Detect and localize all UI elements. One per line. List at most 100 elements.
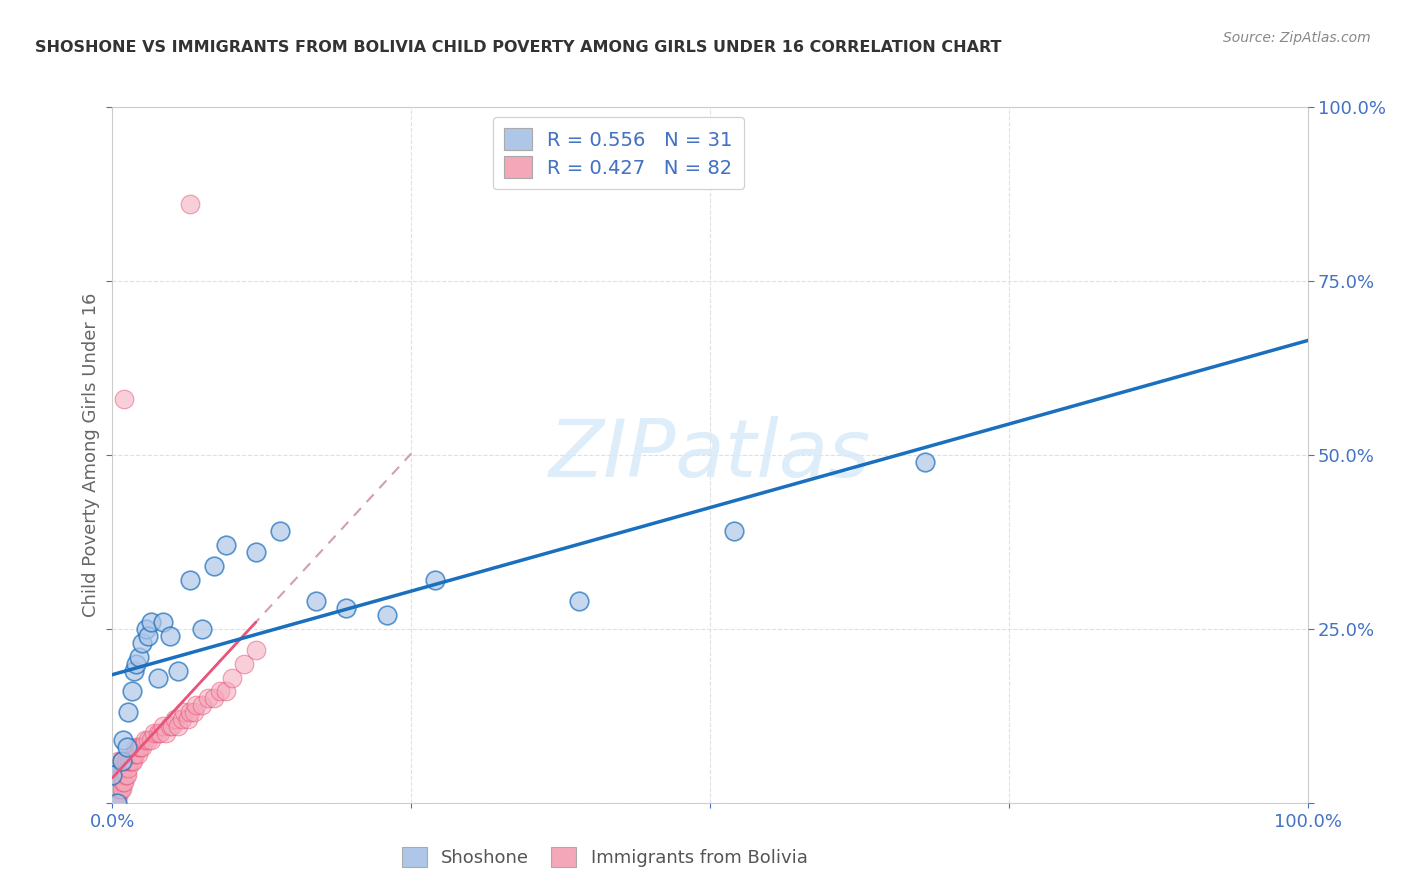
Point (215, 538, 238, 552)
Point (183, 706, 205, 720)
Point (191, 622, 214, 636)
Point (121, 684, 143, 698)
Point (110, 781, 132, 796)
Point (105, 761, 128, 775)
Point (115, 754, 138, 768)
Point (202, 559, 225, 574)
Point (305, 594, 328, 608)
Point (110, 768, 132, 782)
Point (108, 781, 131, 796)
Point (103, 796, 125, 810)
Point (101, 761, 124, 775)
Point (233, 657, 256, 671)
Point (105, 796, 128, 810)
Point (179, 706, 201, 720)
Point (143, 726, 166, 740)
Point (167, 719, 190, 733)
Point (124, 747, 146, 761)
Point (111, 754, 134, 768)
Point (105, 775, 128, 789)
Point (125, 740, 148, 755)
Point (138, 733, 160, 747)
Point (114, 768, 136, 782)
Point (159, 629, 181, 643)
Point (120, 754, 142, 768)
Legend: R = 0.556   N = 31, R = 0.427   N = 82: R = 0.556 N = 31, R = 0.427 N = 82 (492, 117, 744, 189)
Point (914, 455, 936, 469)
Point (202, 691, 225, 706)
Point (121, 754, 143, 768)
Point (723, 524, 745, 539)
Point (103, 768, 125, 782)
Point (101, 789, 124, 803)
Point (149, 726, 172, 740)
Point (131, 636, 153, 650)
Point (121, 754, 143, 768)
Point (209, 684, 232, 698)
Point (152, 615, 174, 629)
Point (127, 747, 149, 761)
Point (139, 733, 162, 747)
Point (425, 573, 447, 587)
Point (134, 733, 156, 747)
Point (107, 754, 129, 768)
Point (115, 740, 138, 755)
Text: ZIPatlas: ZIPatlas (548, 416, 872, 494)
Point (111, 781, 134, 796)
Point (107, 789, 129, 803)
Text: SHOSHONE VS IMMIGRANTS FROM BOLIVIA CHILD POVERTY AMONG GIRLS UNDER 16 CORRELATI: SHOSHONE VS IMMIGRANTS FROM BOLIVIA CHIL… (35, 40, 1001, 55)
Point (170, 712, 193, 726)
Point (101, 775, 124, 789)
Point (107, 768, 129, 782)
Point (107, 775, 129, 789)
Point (135, 622, 157, 636)
Point (107, 781, 129, 796)
Point (117, 761, 139, 775)
Point (152, 719, 174, 733)
Point (167, 664, 190, 678)
Point (110, 754, 132, 768)
Y-axis label: Child Poverty Among Girls Under 16: Child Poverty Among Girls Under 16 (82, 293, 100, 617)
Point (159, 719, 181, 733)
Point (105, 789, 128, 803)
Point (131, 740, 153, 755)
Point (173, 706, 195, 720)
Point (105, 789, 128, 803)
Point (179, 573, 201, 587)
Point (568, 594, 591, 608)
Point (245, 545, 267, 559)
Point (101, 781, 124, 796)
Point (122, 664, 145, 678)
Point (138, 629, 160, 643)
Point (221, 671, 243, 685)
Point (115, 768, 138, 782)
Point (191, 698, 214, 713)
Point (101, 796, 124, 810)
Point (105, 761, 128, 775)
Point (215, 684, 238, 698)
Point (186, 698, 208, 713)
Point (377, 607, 399, 622)
Point (179, 197, 201, 211)
Point (335, 601, 357, 615)
Legend: Shoshone, Immigrants from Bolivia: Shoshone, Immigrants from Bolivia (394, 839, 815, 874)
Point (103, 789, 125, 803)
Point (269, 524, 291, 539)
Point (163, 712, 186, 726)
Point (146, 726, 169, 740)
Point (112, 775, 135, 789)
Point (128, 649, 150, 664)
Point (122, 747, 145, 761)
Point (108, 775, 131, 789)
Point (114, 754, 136, 768)
Point (197, 691, 219, 706)
Point (177, 712, 200, 726)
Point (114, 775, 135, 789)
Point (125, 657, 148, 671)
Point (114, 761, 135, 775)
Point (105, 781, 128, 796)
Point (104, 789, 127, 803)
Point (118, 754, 141, 768)
Point (128, 740, 150, 755)
Point (105, 781, 128, 796)
